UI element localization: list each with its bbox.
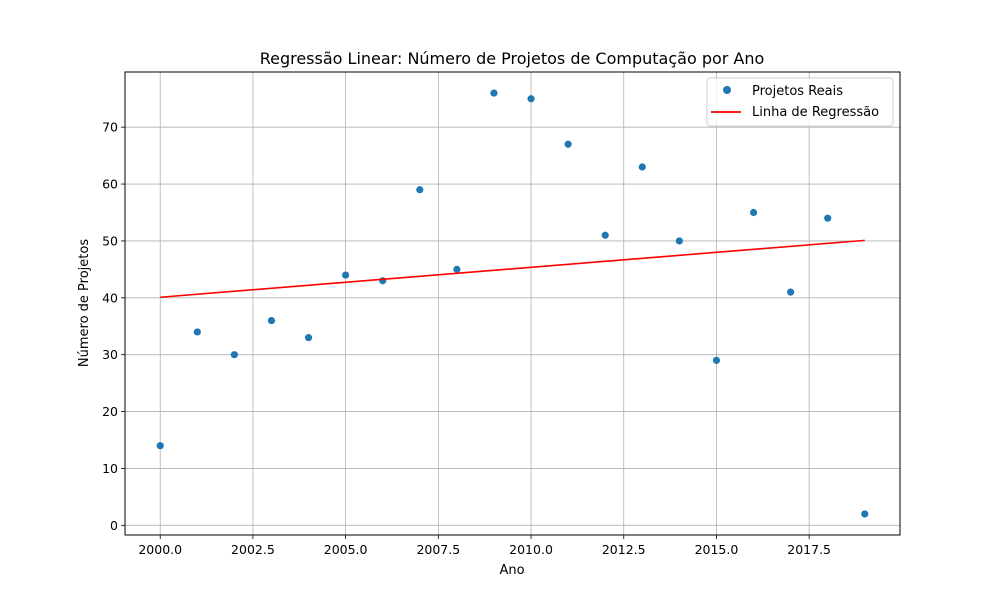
data-point: [267, 316, 276, 325]
data-point: [675, 237, 683, 245]
legend-marker-projetos-reais: [723, 86, 731, 94]
data-point: [824, 214, 832, 222]
x-tick-label: 2007.5: [416, 542, 460, 557]
x-tick-label: 2010.0: [509, 542, 553, 557]
x-tick-label: 2015.0: [695, 542, 739, 557]
y-axis-label: Número de Projetos: [77, 239, 92, 367]
regression-line: [160, 239, 865, 299]
y-tick-label: 40: [102, 290, 118, 305]
chart-title: Regressão Linear: Número de Projetos de …: [260, 49, 765, 68]
y-tick-label: 10: [102, 461, 118, 476]
data-point: [156, 442, 164, 450]
y-tick-label: 60: [102, 177, 118, 192]
plot-series: [156, 89, 869, 518]
legend: Projetos Reais Linha de Regressão: [706, 77, 894, 127]
data-point: [416, 186, 424, 194]
data-point: [601, 231, 609, 239]
grid: [125, 72, 900, 535]
data-point: [712, 356, 721, 364]
data-point: [638, 163, 646, 171]
x-tick-label: 2002.5: [231, 542, 275, 557]
legend-box: [706, 77, 894, 127]
data-point: [304, 334, 313, 342]
data-point: [564, 140, 572, 148]
data-point: [787, 288, 795, 296]
plot-frame: [124, 71, 901, 536]
y-tick-label: 50: [102, 233, 118, 248]
y-tick-label: 0: [110, 518, 118, 533]
x-tick-label: 2017.5: [787, 542, 831, 557]
x-axis-label: Ano: [499, 563, 524, 578]
legend-label-linha-regressao: Linha de Regressão: [752, 105, 879, 120]
data-point: [230, 351, 238, 359]
data-point: [527, 95, 535, 103]
x-tick-label: 2012.5: [602, 542, 646, 557]
y-tick-label: 30: [102, 347, 118, 362]
y-tick-label: 20: [102, 404, 118, 419]
data-point: [861, 510, 869, 518]
legend-label-projetos-reais: Projetos Reais: [752, 84, 843, 99]
y-tick-label: 70: [102, 120, 118, 135]
data-point: [193, 328, 201, 336]
x-tick-label: 2005.0: [324, 542, 368, 557]
x-tick-label: 2000.0: [138, 542, 182, 557]
data-point: [453, 265, 461, 273]
axis-ticks: 2000.0 2002.5 2005.0 2007.5 2010.0 2012.5 2015…: [102, 120, 831, 557]
data-point: [749, 208, 758, 217]
data-point: [342, 271, 350, 279]
data-point: [490, 89, 498, 97]
data-point: [379, 277, 387, 285]
